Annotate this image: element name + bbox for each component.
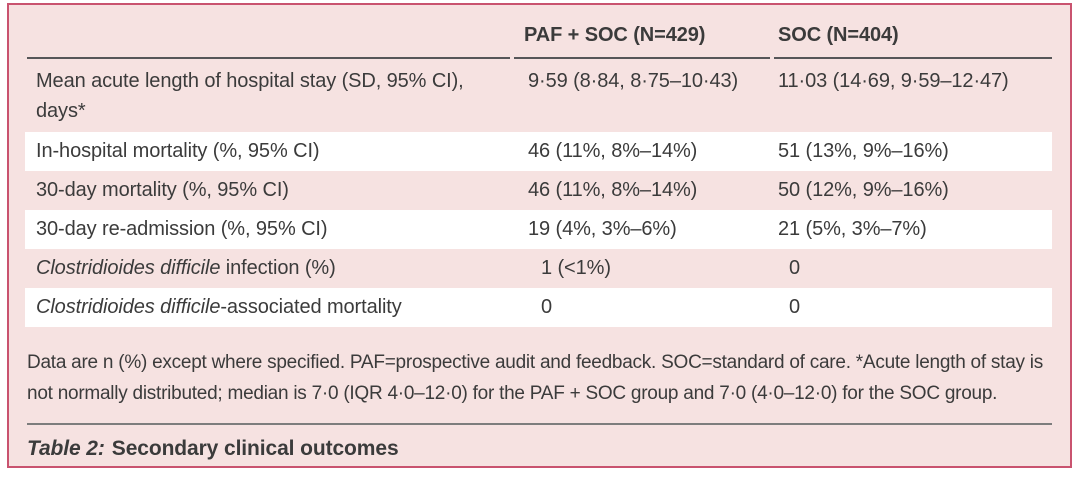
column-header-paf-soc: PAF + SOC (N=429) — [524, 24, 706, 46]
row-label: In-hospital mortality (%, 95% CI) — [25, 140, 510, 163]
table-row: Clostridioides difficile infection (%) 1… — [25, 249, 1052, 288]
soc-value: 21 (5%, 3%–7%) — [778, 218, 927, 240]
column-header-soc: SOC (N=404) — [778, 24, 899, 46]
table-header-row: PAF + SOC (N=429) SOC (N=404) — [25, 5, 1070, 57]
paf-soc-value: 9·59 (8·84, 8·75–10·43) — [528, 70, 739, 92]
row-label: Mean acute length of hospital stay (SD, … — [25, 59, 510, 126]
row-label-text: In-hospital mortality (%, 95% CI) — [36, 140, 320, 162]
table-row: Clostridioides difficile-associated mort… — [25, 288, 1052, 327]
row-label: Clostridioides difficile-associated mort… — [25, 296, 510, 319]
paf-soc-value: 46 (11%, 8%–14%) — [528, 140, 698, 162]
row-label-text: 30-day re-admission (%, 95% CI) — [36, 218, 328, 240]
paf-soc-value: 1 (<1%) — [541, 257, 611, 279]
soc-value: 0 — [789, 296, 801, 318]
paf-soc-value: 0 — [541, 296, 553, 318]
caption-rule — [27, 423, 1052, 425]
column-header-empty — [25, 47, 510, 57]
table-row: 30-day mortality (%, 95% CI) 46 (11%, 8%… — [25, 171, 1052, 210]
header-rule-gap — [770, 57, 774, 59]
row-label-text: 30-day mortality (%, 95% CI) — [36, 179, 289, 201]
paf-soc-value: 19 (4%, 3%–6%) — [528, 218, 677, 240]
row-label-italic: Clostridioides difficile — [36, 296, 221, 318]
row-label: Clostridioides difficile infection (%) — [25, 257, 510, 280]
table-caption: Table 2: Secondary clinical outcomes — [27, 437, 1052, 461]
paf-soc-value: 46 (11%, 8%–14%) — [528, 179, 698, 201]
table-row: Mean acute length of hospital stay (SD, … — [25, 59, 1052, 132]
row-label: 30-day re-admission (%, 95% CI) — [25, 218, 510, 241]
table-row: 30-day re-admission (%, 95% CI) 19 (4%, … — [25, 210, 1052, 249]
soc-value: 51 (13%, 9%–16%) — [778, 140, 949, 162]
soc-value: 11·03 (14·69, 9·59–12·47) — [778, 70, 1009, 92]
header-rule-gap — [510, 57, 514, 59]
soc-value: 50 (12%, 9%–16%) — [778, 179, 949, 201]
row-label: 30-day mortality (%, 95% CI) — [25, 179, 510, 202]
header-rule — [27, 57, 1052, 59]
outcomes-table-panel: PAF + SOC (N=429) SOC (N=404) Mean acute… — [7, 3, 1072, 468]
row-label-italic: Clostridioides difficile — [36, 257, 221, 279]
table-footnote: Data are n (%) except where specified. P… — [27, 352, 1044, 404]
table-caption-number: Table 2: — [27, 437, 105, 460]
row-label-text: Mean acute length of hospital stay (SD, … — [36, 70, 464, 122]
soc-value: 0 — [789, 257, 801, 279]
row-label-text: -associated mortality — [220, 296, 402, 318]
table-body: Mean acute length of hospital stay (SD, … — [25, 59, 1052, 327]
table-row: In-hospital mortality (%, 95% CI) 46 (11… — [25, 132, 1052, 171]
row-label-text: infection (%) — [220, 257, 336, 279]
table-caption-title: Secondary clinical outcomes — [111, 437, 399, 460]
